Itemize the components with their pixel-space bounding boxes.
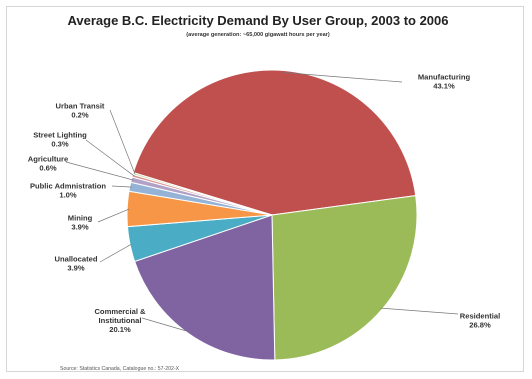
leader-line	[380, 307, 459, 315]
slice-label: Street Lighting 0.3%	[33, 131, 87, 149]
pie-slices	[126, 69, 418, 361]
slice-label: Residential 26.8%	[460, 312, 501, 330]
leader-line	[141, 317, 190, 333]
pie-slice-urban-transit	[132, 171, 273, 216]
slice-label: Urban Transit 0.2%	[56, 102, 105, 120]
leader-line	[111, 185, 132, 188]
slice-label: Unallocated 3.9%	[54, 255, 97, 273]
chart-subtitle: (average generation: ~65,000 gigawatt ho…	[186, 32, 330, 38]
leader-lines	[65, 72, 459, 333]
leader-line	[85, 139, 135, 177]
chart-source: Source: Statistics Canada, Catalogue no.…	[60, 366, 180, 372]
pie-slice-residential	[271, 195, 418, 361]
pie-slice-manufacturing	[132, 69, 417, 216]
leader-line	[283, 72, 403, 83]
leader-line	[99, 243, 133, 263]
slice-labels: Manufacturing 43.1% Residential 26.8% Commer…	[28, 73, 501, 335]
slice-label: Mining 3.9%	[68, 214, 93, 232]
slice-label: Commercial & Institutional 20.1%	[94, 307, 146, 334]
leader-line	[97, 208, 130, 223]
slice-label: Agriculture 0.6%	[28, 155, 69, 173]
leader-line	[109, 109, 136, 175]
slice-label: Public Admnistration 1.0%	[30, 182, 106, 200]
slice-label: Manufacturing 43.1%	[418, 73, 471, 91]
pie-slice-commercial-institutional	[133, 214, 276, 361]
chart-title: Average B.C. Electricity Demand By User …	[67, 13, 448, 28]
leader-line	[65, 161, 134, 181]
